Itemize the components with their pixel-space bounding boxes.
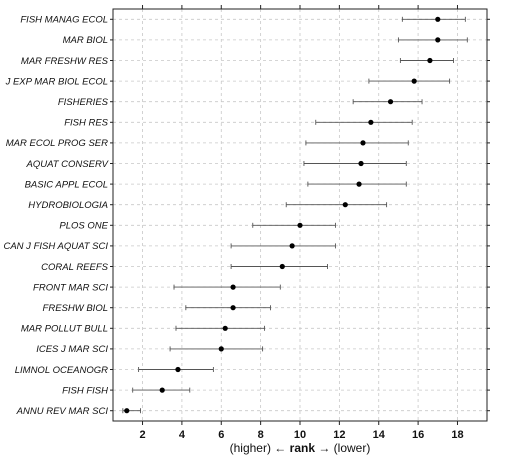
rank-point bbox=[289, 243, 295, 249]
rank-point bbox=[360, 140, 366, 146]
whisker-layer bbox=[122, 16, 468, 414]
rank-point bbox=[230, 284, 236, 290]
x-axis-label-bold: rank bbox=[290, 441, 316, 455]
rank-point bbox=[356, 181, 362, 187]
rank-point bbox=[222, 325, 228, 331]
category-label: ANNU REV MAR SCI bbox=[16, 406, 109, 417]
category-label: J EXP MAR BIOL ECOL bbox=[5, 76, 108, 87]
rank-point bbox=[387, 99, 394, 105]
rank-point bbox=[368, 119, 374, 125]
y-category-labels: FISH MANAG ECOL MAR BIOL MAR FRESHW RES J E… bbox=[3, 15, 109, 417]
rank-point bbox=[435, 16, 441, 22]
rank-point bbox=[279, 263, 285, 270]
rank-point bbox=[124, 408, 130, 414]
category-label: LIMNOL OCEANOGR bbox=[15, 365, 108, 376]
x-tick-label: 12 bbox=[333, 429, 345, 441]
x-tick-labels: 2 4 6 8 10 12 14 16 18 bbox=[139, 429, 463, 441]
x-tick-label: 16 bbox=[412, 429, 424, 441]
category-label: MAR POLLUT BULL bbox=[21, 324, 108, 335]
category-label: FISH FISH bbox=[62, 385, 108, 396]
category-label: FRESHW BIOL bbox=[43, 303, 108, 314]
x-tick-label: 14 bbox=[373, 429, 386, 441]
category-label: FRONT MAR SCI bbox=[33, 282, 108, 293]
x-tick-label: 8 bbox=[258, 429, 264, 441]
category-label: MAR BIOL bbox=[63, 35, 108, 46]
category-label: AQUAT CONSERV bbox=[26, 159, 110, 170]
grid-layer bbox=[113, 9, 487, 421]
x-tick-label: 2 bbox=[139, 429, 145, 441]
x-axis-label-pre: (higher) ← bbox=[230, 441, 290, 455]
category-label: FISHERIES bbox=[58, 97, 109, 108]
category-label: CORAL REEFS bbox=[41, 262, 109, 273]
category-label: HYDROBIOLOGIA bbox=[28, 200, 108, 211]
category-label: ICES J MAR SCI bbox=[36, 344, 108, 355]
category-label: CAN J FISH AQUAT SCI bbox=[3, 241, 108, 252]
category-label: MAR ECOL PROG SER bbox=[6, 138, 108, 149]
rank-point bbox=[342, 202, 348, 208]
rank-point bbox=[358, 160, 364, 167]
category-label: PLOS ONE bbox=[59, 221, 108, 232]
x-tick-label: 4 bbox=[179, 429, 186, 441]
x-axis-label: (higher) ← rank → (lower) bbox=[230, 441, 371, 455]
rank-point bbox=[218, 346, 224, 352]
category-label: FISH MANAG ECOL bbox=[20, 15, 108, 26]
rank-point bbox=[411, 78, 417, 84]
rank-point bbox=[230, 305, 236, 311]
rank-point bbox=[435, 37, 441, 43]
x-tick-label: 6 bbox=[218, 429, 224, 441]
point-layer bbox=[124, 16, 441, 414]
x-tick-label: 10 bbox=[294, 429, 306, 441]
x-tick-label: 18 bbox=[451, 429, 463, 441]
category-label: FISH RES bbox=[64, 118, 108, 129]
x-axis-label-post: → (lower) bbox=[315, 441, 370, 455]
rank-point bbox=[159, 387, 165, 393]
tick-layer bbox=[110, 5, 490, 425]
rank-point bbox=[427, 57, 433, 64]
rank-point bbox=[175, 366, 181, 373]
category-label: BASIC APPL ECOL bbox=[25, 179, 108, 190]
rank-point bbox=[297, 222, 303, 228]
category-label: MAR FRESHW RES bbox=[21, 56, 109, 67]
